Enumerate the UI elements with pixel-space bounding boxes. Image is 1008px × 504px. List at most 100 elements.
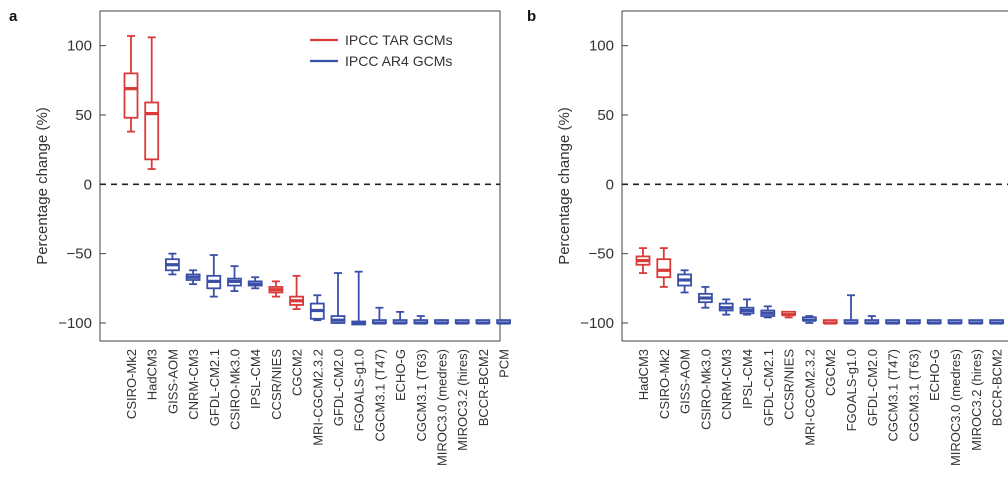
panel-a-y-axis-label: Percentage change (%) [34, 107, 51, 265]
category-label: MRI-CGCM2.3.2 [310, 349, 325, 446]
category-label: GFDL-CM2.1 [207, 349, 222, 426]
category-label: CSIRO-Mk3.0 [698, 349, 713, 430]
box-cnrm-cm3 [718, 298, 734, 316]
category-label: CSIRO-Mk2 [124, 349, 139, 419]
box-hadcm3 [635, 247, 651, 274]
box-giss-aom [677, 269, 692, 294]
category-label: MRI-CGCM2.3.2 [802, 349, 817, 446]
box-ipsl-cm4 [739, 298, 755, 316]
box-gfdl-cm2-1 [206, 254, 222, 298]
category-label: CGCM3.1 (T47) [886, 349, 901, 441]
box-miroc3-0-medres- [947, 319, 963, 325]
iqr-box [656, 258, 672, 279]
box-pcm [496, 319, 512, 325]
box-miroc3-2-hires- [968, 319, 984, 325]
category-label: HadCM3 [636, 349, 651, 400]
panel-b-y-axis: −100 −50 0 50 100 [580, 38, 628, 332]
box-csiro-mk2 [656, 247, 672, 288]
box-miroc3-0-medres- [434, 319, 449, 325]
legend-label-tar: IPCC TAR GCMs [345, 32, 453, 48]
panel-b-category-labels: HadCM3 CSIRO-Mk2 GISS-AOM CSIRO-Mk3.0 CNRM-C… [636, 349, 1005, 466]
panel-b-y-axis-label: Percentage change (%) [556, 107, 573, 265]
panel-b: b −100 −50 0 50 100 Percentage change (%) Ha… [527, 8, 1008, 466]
iqr-box [123, 72, 139, 119]
category-label: MIROC3.2 (hires) [969, 349, 984, 451]
category-label: HadCM3 [145, 349, 160, 400]
box-cgcm3-1-t47- [885, 319, 900, 325]
category-label: FGOALS-g1.0 [844, 349, 859, 431]
category-label: BCCR-BCM2 [476, 349, 491, 426]
iqr-box [144, 101, 160, 161]
box-gfdl-cm2-1 [760, 305, 776, 319]
panel-a-plot-frame [99, 10, 501, 342]
category-label: CGCM3.1 (T47) [372, 349, 387, 441]
box-hadcm3 [144, 36, 160, 170]
box-csiro-mk3-0 [227, 265, 242, 292]
category-label: CSIRO-Mk2 [657, 349, 672, 419]
box-csiro-mk2 [123, 35, 139, 133]
box-cgcm3-1-t47- [371, 306, 387, 325]
box-echo-g [392, 310, 408, 325]
category-label: MIROC3.2 (hires) [455, 349, 470, 451]
category-label: PCM [497, 349, 512, 378]
y-tick-label: −50 [67, 246, 92, 263]
category-label: FGOALS-g1.0 [352, 349, 367, 431]
category-label: IPSL-CM4 [740, 349, 755, 409]
y-tick-label: 50 [75, 107, 92, 124]
box-mri-cgcm2-3-2 [802, 315, 817, 324]
category-label: GISS-AOM [165, 349, 180, 414]
panel-b-letter: b [527, 8, 536, 25]
box-mri-cgcm2-3-2 [309, 294, 325, 322]
category-label: IPSL-CM4 [248, 349, 263, 409]
y-tick-label: 100 [67, 38, 92, 55]
y-tick-label: 0 [606, 176, 614, 193]
legend-label-ar4: IPCC AR4 GCMs [345, 53, 452, 69]
y-tick-label: 0 [84, 176, 92, 193]
box-ipsl-cm4 [247, 276, 263, 290]
box-cnrm-cm3 [185, 269, 201, 286]
box-ccsr-nies [268, 280, 284, 298]
box-gfdl-cm2-0 [864, 315, 880, 325]
category-label: GFDL-CM2.0 [331, 349, 346, 426]
category-label: CGCM2 [823, 349, 838, 396]
panel-b-plot-frame [621, 10, 1008, 342]
box-cgcm3-1-t63- [906, 319, 921, 325]
category-label: CGCM3.1 (T63) [906, 349, 921, 441]
box-csiro-mk3-0 [698, 286, 713, 309]
box-gfdl-cm2-0 [330, 272, 346, 324]
category-label: GISS-AOM [678, 349, 693, 414]
category-label: CNRM-CM3 [186, 349, 201, 420]
y-tick-label: 50 [597, 107, 614, 124]
box-bccr-bcm2 [989, 319, 1004, 325]
box-giss-aom [164, 252, 180, 276]
panel-a-letter: a [9, 8, 18, 25]
panel-b-boxes [635, 247, 1004, 325]
box-fgoals-g1-0 [351, 270, 367, 326]
category-label: CGCM2 [290, 349, 305, 396]
category-label: GFDL-CM2.0 [865, 349, 880, 426]
category-label: MIROC3.0 (medres) [435, 349, 450, 466]
category-label: CCSR/NIES [269, 349, 284, 420]
panel-a: a −100 −50 0 50 100 Percentage change (%) CS… [9, 8, 512, 466]
category-label: ECHO-G [927, 349, 942, 401]
box-cgcm3-1-t63- [413, 315, 429, 325]
category-label: CSIRO-Mk3.0 [228, 349, 243, 430]
category-label: ECHO-G [393, 349, 408, 401]
category-label: BCCR-BCM2 [990, 349, 1005, 426]
box-cgcm2 [822, 319, 838, 325]
box-echo-g [926, 319, 942, 325]
box-miroc3-2-hires- [454, 319, 470, 325]
y-tick-label: −100 [580, 315, 614, 332]
box-cgcm2 [289, 274, 305, 311]
panel-a-boxes [123, 35, 512, 326]
panel-a-category-labels: CSIRO-Mk2 HadCM3 GISS-AOM CNRM-CM3 GFDL-CM2.… [124, 349, 512, 466]
y-tick-label: −100 [58, 315, 92, 332]
y-tick-label: 100 [589, 38, 614, 55]
y-tick-label: −50 [589, 246, 614, 263]
category-label: CGCM3.1 (T63) [414, 349, 429, 441]
category-label: CNRM-CM3 [719, 349, 734, 420]
category-label: CCSR/NIES [782, 349, 797, 420]
box-fgoals-g1-0 [843, 294, 859, 325]
category-label: GFDL-CM2.1 [761, 349, 776, 426]
